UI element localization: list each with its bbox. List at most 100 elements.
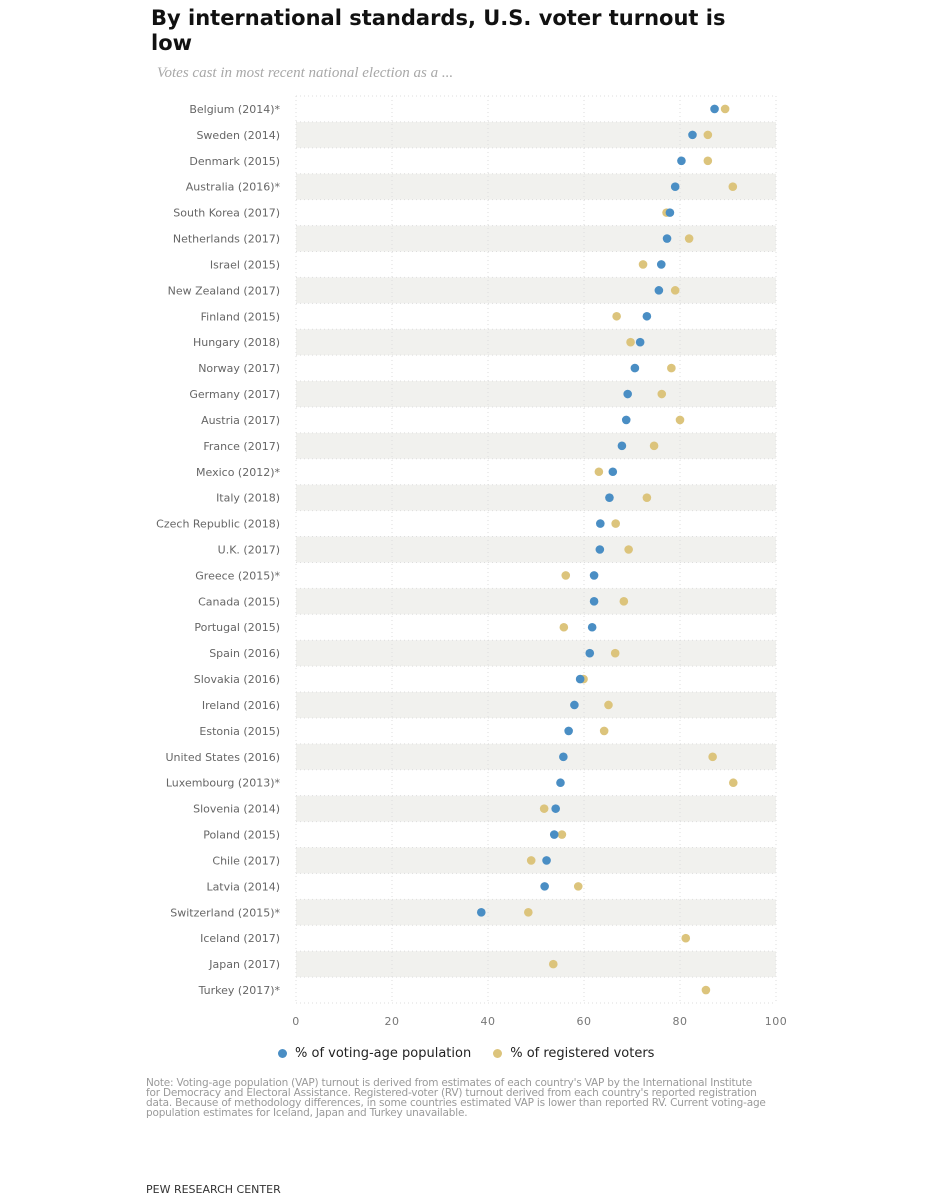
data-point-vap (476, 908, 486, 917)
gridlines (295, 95, 777, 1004)
legend-swatch-rv (493, 1049, 503, 1058)
data-point-vap (542, 856, 551, 865)
category-label: Turkey (2017)* (198, 984, 281, 997)
data-point-rv (638, 260, 648, 269)
data-point-vap (587, 622, 597, 632)
legend-item-vap: % of voting-age population (278, 1046, 471, 1061)
row-band (296, 795, 776, 822)
category-labels: Belgium (2014)* Sweden (2014) Denmark (201… (156, 103, 280, 997)
data-point-vap (540, 882, 549, 891)
category-label: Israel (2015) (210, 258, 280, 271)
data-point-vap (688, 130, 697, 140)
row-band (296, 899, 776, 926)
data-point-rv (708, 752, 717, 762)
data-point-rv (619, 597, 629, 606)
data-point-rv (701, 985, 711, 995)
row-band (296, 225, 776, 252)
data-point-rv (599, 726, 609, 736)
data-point-rv (642, 493, 652, 502)
category-label: New Zealand (2017) (168, 284, 280, 297)
category-label: Slovakia (2016) (194, 673, 280, 686)
category-label: Australia (2016)* (186, 181, 281, 194)
category-label: Mexico (2012)* (196, 466, 280, 479)
data-point-vap (559, 752, 568, 762)
category-label: France (2017) (203, 440, 280, 453)
data-point-rv (626, 337, 635, 347)
data-point-vap (605, 493, 614, 502)
data-point-rv (559, 622, 569, 632)
data-point-rv (604, 700, 613, 710)
data-point-rv (557, 830, 567, 839)
category-label: Estonia (2015) (199, 725, 280, 738)
data-point-rv (612, 311, 621, 321)
dot-plot-chart: Belgium (2014)* Sweden (2014) Denmark (201… (156, 95, 787, 1028)
data-point-rv (610, 648, 620, 658)
data-point-vap (635, 337, 645, 347)
data-point-rv (703, 130, 713, 140)
row-band (296, 588, 776, 615)
data-point-vap (575, 674, 585, 684)
category-label: Canada (2015) (198, 595, 280, 608)
legend-item-rv: % of registered voters (493, 1046, 654, 1061)
data-point-rv (624, 545, 633, 554)
x-tick-label: 40 (481, 1015, 496, 1028)
category-label: Slovenia (2014) (193, 803, 280, 816)
data-point-rv (611, 519, 620, 528)
row-band (296, 329, 776, 356)
data-point-vap (630, 363, 640, 373)
chart-note: Note: Voting-age population (VAP) turnou… (146, 1077, 766, 1119)
data-point-rv (681, 933, 691, 943)
data-point-vap (642, 311, 652, 321)
legend-label-rv: % of registered voters (510, 1046, 655, 1061)
data-point-rv (728, 182, 738, 191)
row-band (296, 847, 776, 874)
source-credit: PEW RESEARCH CENTER (146, 1183, 281, 1196)
category-label: Germany (2017) (189, 388, 280, 401)
category-label: Sweden (2014) (196, 129, 280, 142)
row-band (296, 381, 776, 407)
category-label: Czech Republic (2018) (156, 518, 280, 531)
data-point-rv (728, 778, 738, 788)
data-point-vap (570, 700, 579, 710)
data-point-rv (561, 571, 571, 580)
chart-title: By international standards, U.S. voter t… (151, 6, 726, 55)
category-label: Portugal (2015) (194, 621, 280, 634)
data-point-vap (549, 830, 559, 839)
data-point-rv (670, 286, 680, 295)
data-point-rv (573, 882, 583, 891)
data-point-vap (623, 389, 632, 399)
category-label: U.K. (2017) (218, 544, 280, 557)
data-point-rv (524, 908, 533, 917)
data-point-rv (539, 804, 549, 813)
category-label: Luxembourg (2013)* (166, 777, 281, 790)
data-point-vap (551, 804, 560, 813)
data-point-vap (585, 648, 595, 658)
x-tick-label: 80 (673, 1015, 688, 1028)
data-point-vap (595, 545, 605, 554)
data-point-rv (657, 389, 667, 399)
data-point-vap (596, 519, 605, 528)
data-point-vap (608, 467, 618, 477)
category-label: Finland (2015) (201, 310, 280, 323)
data-point-vap (617, 441, 627, 451)
category-label: Switzerland (2015)* (170, 906, 280, 919)
row-band (296, 640, 776, 667)
data-point-vap (564, 726, 573, 736)
chart-subtitle: Votes cast in most recent national elect… (157, 65, 454, 81)
data-point-rv (720, 104, 730, 114)
legend-label-vap: % of voting-age population (295, 1046, 472, 1061)
data-point-vap (589, 571, 599, 580)
category-label: Poland (2015) (203, 829, 280, 842)
category-label: Japan (2017) (208, 958, 280, 971)
category-label: Belgium (2014)* (189, 103, 280, 116)
category-label: Italy (2018) (216, 492, 280, 505)
row-band (296, 692, 776, 718)
row-band (296, 173, 776, 200)
row-band (296, 484, 776, 511)
category-label: Netherlands (2017) (173, 233, 280, 246)
category-label: Hungary (2018) (193, 336, 280, 349)
category-label: Spain (2016) (209, 647, 280, 660)
data-point-rv (594, 467, 604, 477)
x-tick-label: 60 (577, 1015, 592, 1028)
category-label: Austria (2017) (201, 414, 280, 427)
